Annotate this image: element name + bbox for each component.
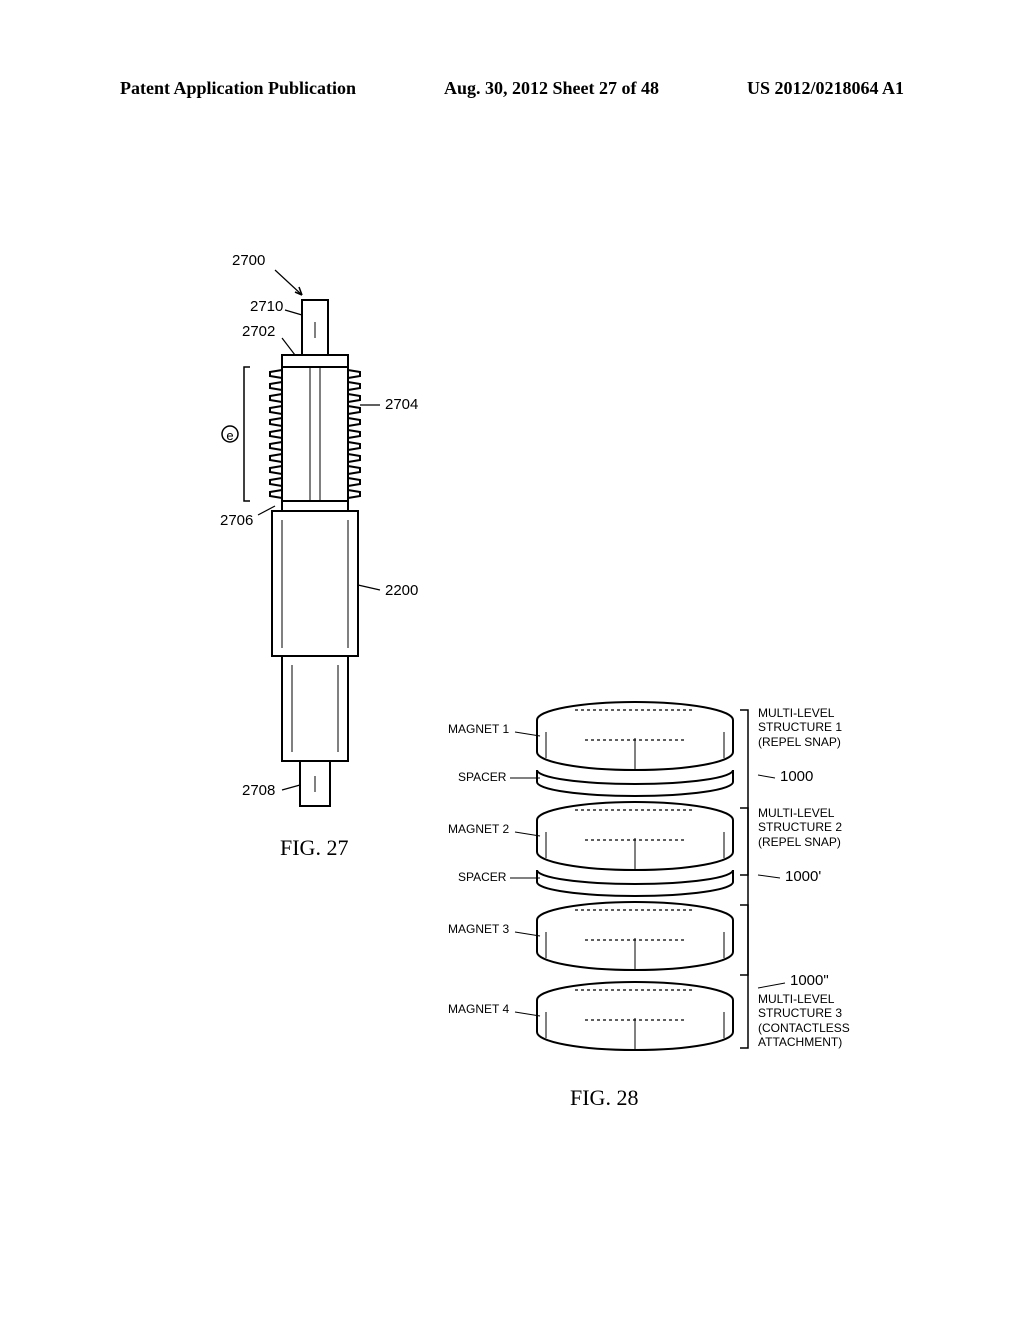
label-magnet4: MAGNET 4 bbox=[448, 1002, 509, 1016]
struct2-l1: MULTI-LEVEL bbox=[758, 806, 834, 820]
ref-1000p: 1000' bbox=[785, 868, 821, 885]
ref-2708: 2708 bbox=[242, 782, 275, 799]
header-center: Aug. 30, 2012 Sheet 27 of 48 bbox=[444, 78, 659, 99]
ref-2200: 2200 bbox=[385, 582, 418, 599]
fig27-caption: FIG. 27 bbox=[280, 835, 348, 861]
struct3-l4: ATTACHMENT) bbox=[758, 1035, 842, 1049]
label-spacer1: SPACER bbox=[458, 770, 506, 784]
struct3-l3: (CONTACTLESS bbox=[758, 1021, 850, 1035]
ref-1000pp: 1000" bbox=[790, 972, 829, 989]
label-magnet3: MAGNET 3 bbox=[448, 922, 509, 936]
label-struct2: MULTI-LEVEL STRUCTURE 2 (REPEL SNAP) bbox=[758, 806, 842, 849]
header-right: US 2012/0218064 A1 bbox=[747, 78, 904, 99]
fig28-caption: FIG. 28 bbox=[570, 1085, 638, 1111]
label-magnet1: MAGNET 1 bbox=[448, 722, 509, 736]
struct3-l2: STRUCTURE 3 bbox=[758, 1006, 842, 1020]
ref-2706: 2706 bbox=[220, 512, 253, 529]
page-header: Patent Application Publication Aug. 30, … bbox=[0, 78, 1024, 99]
ref-2700: 2700 bbox=[232, 252, 265, 269]
ref-1000: 1000 bbox=[780, 768, 813, 785]
struct3-l1: MULTI-LEVEL bbox=[758, 992, 834, 1006]
label-struct1: MULTI-LEVEL STRUCTURE 1 (REPEL SNAP) bbox=[758, 706, 842, 749]
ref-2704: 2704 bbox=[385, 396, 418, 413]
struct2-l3: (REPEL SNAP) bbox=[758, 835, 841, 849]
ref-2710: 2710 bbox=[250, 298, 283, 315]
struct1-l1: MULTI-LEVEL bbox=[758, 706, 834, 720]
label-magnet2: MAGNET 2 bbox=[448, 822, 509, 836]
label-struct3: MULTI-LEVEL STRUCTURE 3 (CONTACTLESS ATT… bbox=[758, 992, 850, 1050]
svg-text:e: e bbox=[226, 428, 233, 443]
struct2-l2: STRUCTURE 2 bbox=[758, 820, 842, 834]
struct1-l2: STRUCTURE 1 bbox=[758, 720, 842, 734]
header-left: Patent Application Publication bbox=[120, 78, 356, 99]
label-spacer2: SPACER bbox=[458, 870, 506, 884]
struct1-l3: (REPEL SNAP) bbox=[758, 735, 841, 749]
ref-2702: 2702 bbox=[242, 323, 275, 340]
